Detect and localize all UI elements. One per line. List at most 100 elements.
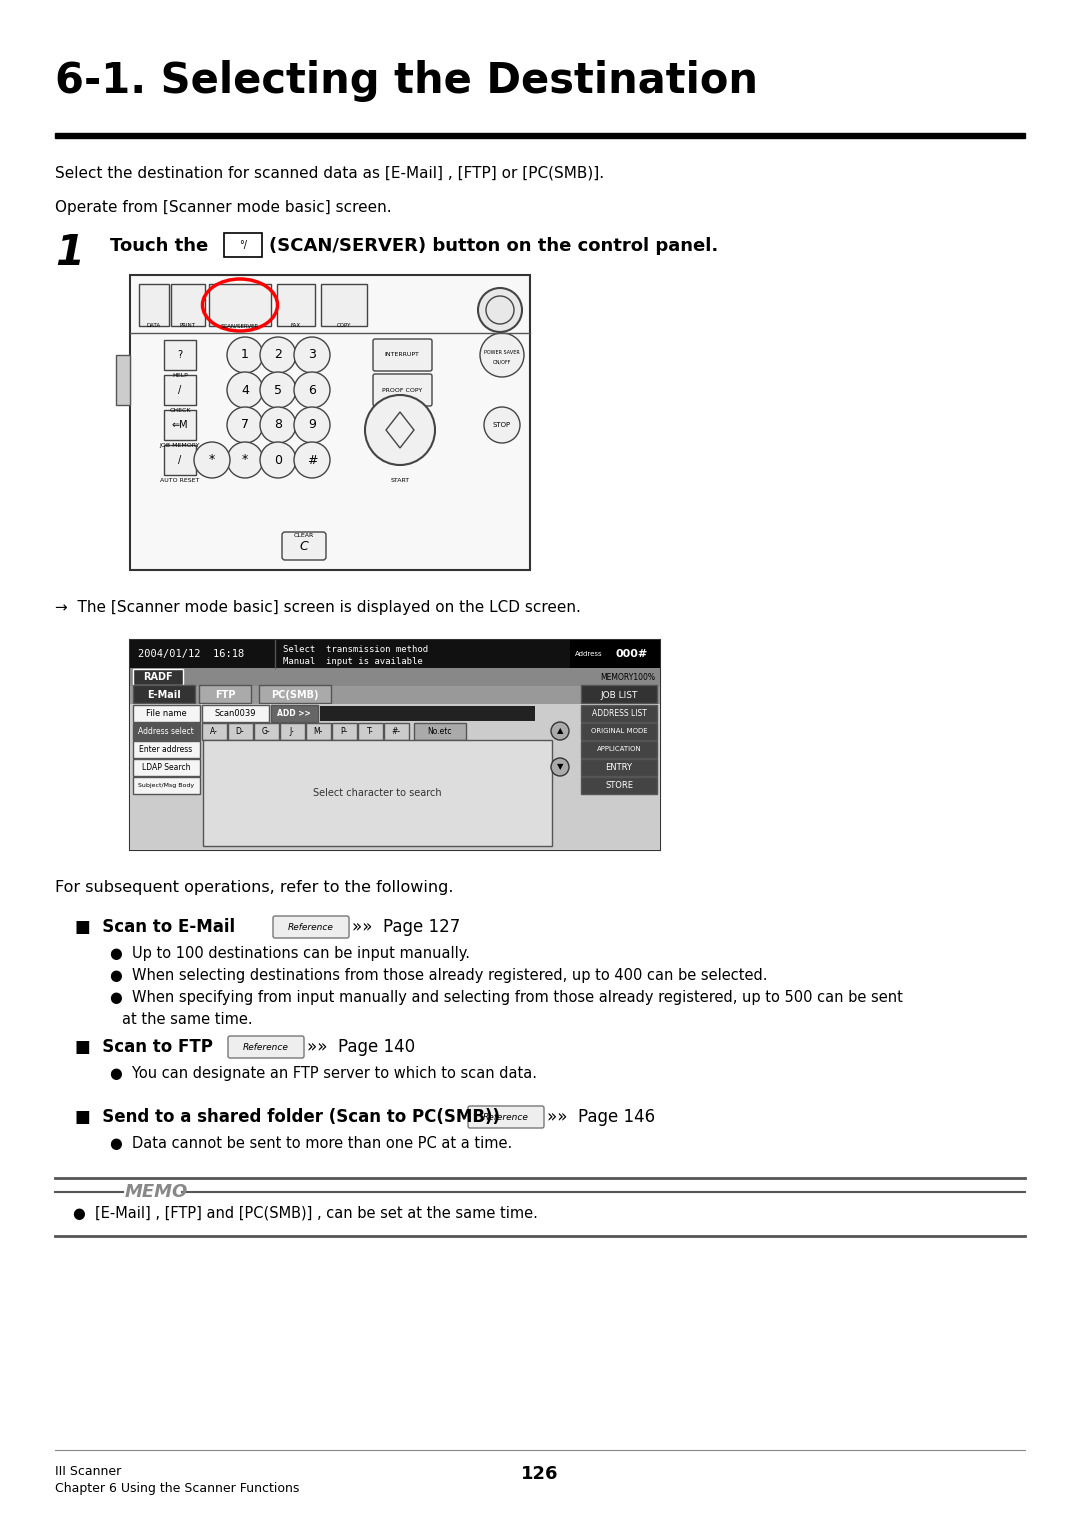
FancyBboxPatch shape — [164, 375, 195, 404]
FancyBboxPatch shape — [130, 639, 660, 850]
Text: A-: A- — [211, 726, 218, 736]
Text: STOP: STOP — [492, 423, 511, 427]
Text: ENTRY: ENTRY — [606, 763, 633, 772]
Text: 3: 3 — [308, 348, 316, 362]
Text: *: * — [242, 453, 248, 467]
Text: ●  Up to 100 destinations can be input manually.: ● Up to 100 destinations can be input ma… — [110, 946, 470, 961]
FancyBboxPatch shape — [254, 723, 279, 740]
Text: »»  Page 127: »» Page 127 — [352, 919, 460, 935]
Text: 0: 0 — [274, 453, 282, 467]
Text: Enter address: Enter address — [139, 745, 192, 754]
FancyBboxPatch shape — [228, 723, 253, 740]
FancyBboxPatch shape — [133, 685, 195, 703]
Ellipse shape — [294, 407, 330, 443]
FancyBboxPatch shape — [133, 705, 200, 722]
Text: Manual  input is available: Manual input is available — [283, 658, 422, 667]
FancyBboxPatch shape — [133, 668, 183, 685]
Text: 2004/01/12  16:18: 2004/01/12 16:18 — [138, 649, 244, 659]
FancyBboxPatch shape — [468, 1106, 544, 1128]
Text: Scan0039: Scan0039 — [214, 708, 256, 717]
FancyBboxPatch shape — [280, 723, 305, 740]
Ellipse shape — [260, 443, 296, 478]
Text: D-: D- — [235, 726, 244, 736]
Text: MEMORY100%: MEMORY100% — [600, 673, 654, 682]
Text: G-: G- — [261, 726, 270, 736]
Text: #-: #- — [391, 726, 401, 736]
Text: LDAP Search: LDAP Search — [141, 763, 190, 772]
Text: P-: P- — [340, 726, 348, 736]
Text: 9: 9 — [308, 418, 316, 432]
FancyBboxPatch shape — [581, 685, 657, 703]
Text: Subject/Msg Body: Subject/Msg Body — [138, 783, 194, 787]
Circle shape — [478, 288, 522, 333]
Text: 6-1. Selecting the Destination: 6-1. Selecting the Destination — [55, 60, 758, 102]
FancyBboxPatch shape — [133, 758, 200, 777]
FancyBboxPatch shape — [581, 777, 657, 794]
Bar — [130, 687, 660, 703]
Text: SCAN/SERVER: SCAN/SERVER — [221, 324, 259, 328]
FancyBboxPatch shape — [133, 742, 200, 758]
Text: »»  Page 140: »» Page 140 — [307, 1038, 415, 1056]
Text: ●  [E-Mail] , [FTP] and [PC(SMB)] , can be set at the same time.: ● [E-Mail] , [FTP] and [PC(SMB)] , can b… — [73, 1206, 538, 1221]
Circle shape — [551, 722, 569, 740]
FancyBboxPatch shape — [373, 339, 432, 371]
Text: ■  Scan to FTP: ■ Scan to FTP — [75, 1038, 213, 1056]
Circle shape — [484, 407, 519, 443]
FancyBboxPatch shape — [581, 723, 657, 740]
Text: JOB LIST: JOB LIST — [600, 690, 637, 699]
FancyBboxPatch shape — [210, 284, 271, 327]
Text: ■  Scan to E-Mail: ■ Scan to E-Mail — [75, 919, 235, 935]
Ellipse shape — [260, 372, 296, 407]
Text: J-: J- — [289, 726, 295, 736]
FancyBboxPatch shape — [164, 446, 195, 475]
FancyBboxPatch shape — [581, 758, 657, 777]
Text: Touch the: Touch the — [110, 237, 208, 255]
FancyBboxPatch shape — [282, 533, 326, 560]
Polygon shape — [386, 412, 414, 449]
FancyBboxPatch shape — [414, 723, 465, 740]
Text: JOB MEMORY: JOB MEMORY — [160, 443, 200, 449]
Text: PC(SMB): PC(SMB) — [271, 690, 319, 700]
Text: DATA: DATA — [147, 324, 161, 328]
Text: 8: 8 — [274, 418, 282, 432]
Text: Reference: Reference — [483, 1112, 529, 1122]
FancyBboxPatch shape — [164, 340, 195, 369]
FancyBboxPatch shape — [332, 723, 357, 740]
Text: 000#: 000# — [616, 649, 648, 659]
Text: Address: Address — [575, 652, 603, 658]
FancyBboxPatch shape — [273, 916, 349, 938]
Text: 7: 7 — [241, 418, 249, 432]
Text: M-: M- — [313, 726, 323, 736]
Ellipse shape — [227, 372, 264, 407]
FancyBboxPatch shape — [164, 410, 195, 439]
Text: ADDRESS LIST: ADDRESS LIST — [592, 708, 647, 717]
Text: °/: °/ — [239, 240, 247, 250]
Text: »»  Page 146: »» Page 146 — [546, 1108, 656, 1126]
FancyBboxPatch shape — [116, 356, 130, 404]
Bar — [130, 668, 660, 687]
Text: 6: 6 — [308, 383, 316, 397]
Text: ▼: ▼ — [557, 763, 564, 772]
Text: /: / — [178, 385, 181, 395]
Bar — [130, 703, 660, 850]
Text: Select character to search: Select character to search — [313, 787, 442, 798]
Text: APPLICATION: APPLICATION — [596, 746, 642, 752]
Text: AUTO RESET: AUTO RESET — [160, 478, 200, 484]
FancyBboxPatch shape — [130, 275, 530, 571]
Bar — [203, 740, 552, 845]
Text: ●  You can designate an FTP server to which to scan data.: ● You can designate an FTP server to whi… — [110, 1067, 537, 1080]
Bar — [570, 639, 660, 668]
Text: ●  Data cannot be sent to more than one PC at a time.: ● Data cannot be sent to more than one P… — [110, 1135, 512, 1151]
Ellipse shape — [294, 337, 330, 372]
Text: MEMO: MEMO — [124, 1183, 188, 1201]
Bar — [130, 639, 660, 668]
FancyBboxPatch shape — [357, 723, 383, 740]
Text: RADF: RADF — [144, 671, 173, 682]
Text: POWER SAVER: POWER SAVER — [484, 349, 519, 354]
Text: 2: 2 — [274, 348, 282, 362]
FancyBboxPatch shape — [202, 723, 227, 740]
Text: Select  transmission method: Select transmission method — [283, 645, 428, 655]
Text: ▲: ▲ — [557, 726, 564, 736]
Text: Chapter 6 Using the Scanner Functions: Chapter 6 Using the Scanner Functions — [55, 1482, 299, 1495]
Text: C: C — [299, 540, 309, 552]
